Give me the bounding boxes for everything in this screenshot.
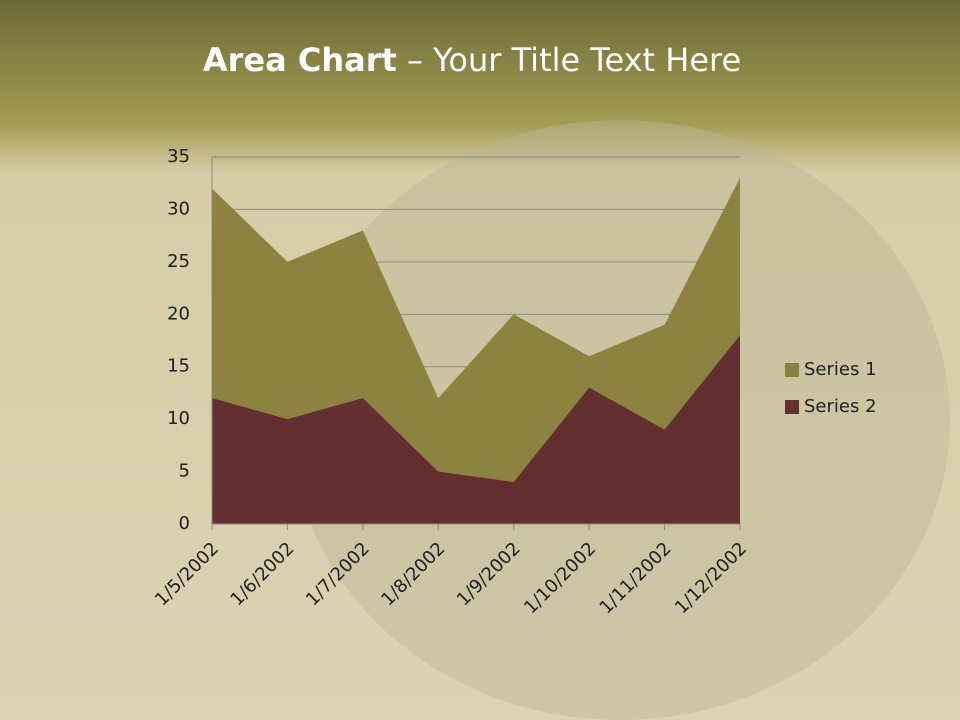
title-rest: – Your Title Text Here bbox=[407, 41, 741, 79]
y-tick-label: 0 bbox=[179, 513, 190, 534]
area bbox=[212, 335, 740, 524]
slide-title: Area Chart – Your Title Text Here bbox=[203, 41, 741, 79]
y-tick-label: 30 bbox=[167, 198, 190, 219]
y-tick-label: 5 bbox=[179, 461, 190, 482]
legend-label: Series 1 bbox=[804, 359, 877, 380]
y-tick-label: 25 bbox=[167, 251, 190, 272]
legend-label: Series 2 bbox=[804, 396, 877, 417]
y-tick-label: 20 bbox=[167, 303, 190, 324]
title-bold: Area Chart bbox=[203, 41, 397, 79]
y-tick-label: 15 bbox=[167, 356, 190, 377]
legend-swatch bbox=[785, 400, 799, 414]
y-tick-label: 35 bbox=[167, 146, 190, 167]
legend-swatch bbox=[785, 363, 799, 377]
y-tick-label: 10 bbox=[167, 408, 190, 429]
